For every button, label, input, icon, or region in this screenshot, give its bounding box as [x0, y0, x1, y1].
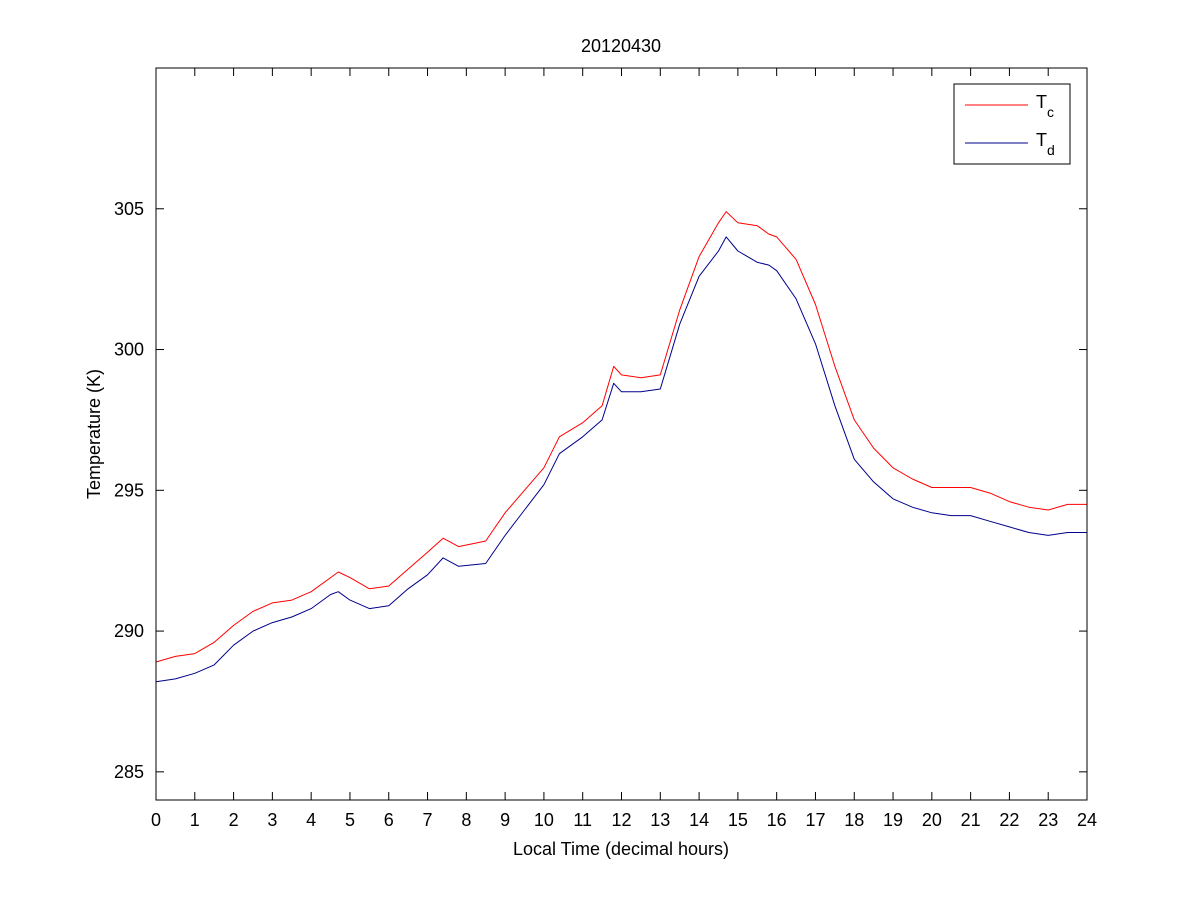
- x-tick-label: 11: [573, 810, 592, 830]
- x-tick-label: 5: [345, 810, 355, 830]
- plot-lines: [155, 211, 1087, 683]
- y-tick-label: 300: [114, 340, 144, 360]
- legend: Tc Td: [953, 83, 1071, 165]
- x-tick-label: 18: [844, 810, 864, 830]
- legend-box: [953, 83, 1071, 165]
- x-tick-label: 14: [689, 810, 709, 830]
- x-tick-label: 2: [229, 810, 239, 830]
- x-tick-label: 22: [999, 810, 1019, 830]
- x-axis-label: Local Time (decimal hours): [513, 839, 729, 859]
- series-line-tc: [155, 211, 1087, 663]
- plot-area: [156, 68, 1087, 800]
- x-tick-label: 4: [306, 810, 316, 830]
- x-tick-label: 8: [461, 810, 471, 830]
- x-tick-label: 20: [922, 810, 942, 830]
- x-tick-label: 24: [1077, 810, 1097, 830]
- x-tick-label: 7: [423, 810, 433, 830]
- y-tick-label: 285: [114, 762, 144, 782]
- chart-title: 20120430: [581, 36, 661, 56]
- x-tick-label: 12: [611, 810, 631, 830]
- tick-labels: 0 1 2 3 4 5 6 7 8 9 10 11 12 13 14 15 16 17 18 19 20 21 22 23 24…: [114, 199, 1097, 830]
- x-tick-label: 16: [767, 810, 787, 830]
- x-tick-label: 19: [883, 810, 903, 830]
- legend-label-tc: Tc: [1036, 92, 1054, 120]
- x-tick-label: 15: [728, 810, 748, 830]
- y-tick-label: 305: [114, 199, 144, 219]
- legend-label-td: Td: [1036, 130, 1055, 158]
- x-tick-label: 9: [500, 810, 510, 830]
- y-axis-label: Temperature (K): [84, 369, 104, 499]
- x-tick-label: 0: [151, 810, 161, 830]
- x-tick-label: 13: [650, 810, 670, 830]
- y-tick-label: 290: [114, 621, 144, 641]
- series-line-td: [155, 236, 1087, 683]
- x-tick-label: 6: [384, 810, 394, 830]
- x-tick-label: 1: [190, 810, 200, 830]
- plot-frame: [155, 67, 1088, 801]
- x-tick-label: 10: [534, 810, 554, 830]
- y-tick-label: 295: [114, 480, 144, 500]
- x-tick-label: 23: [1038, 810, 1058, 830]
- x-tick-label: 21: [961, 810, 981, 830]
- x-tick-label: 17: [805, 810, 825, 830]
- x-tick-label: 3: [267, 810, 277, 830]
